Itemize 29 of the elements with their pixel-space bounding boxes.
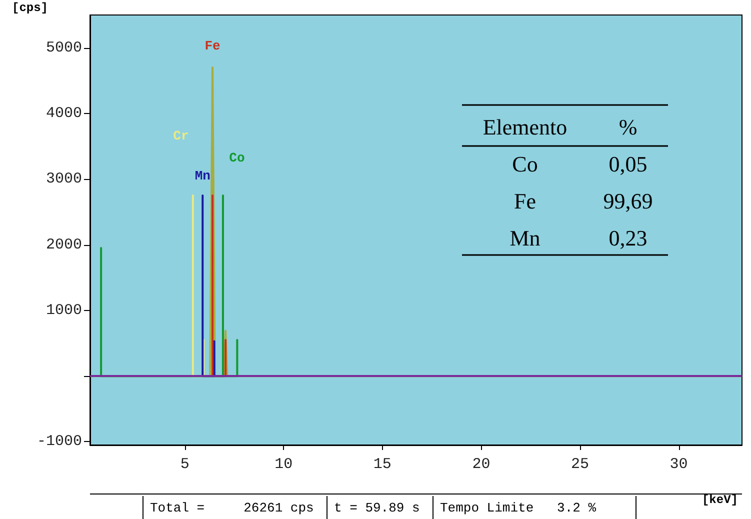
text: Total = 26261 cps [150,500,314,516]
text: t = 59.89 s [334,500,420,516]
text: Co [229,150,245,166]
y-tick-label: 2000 [46,236,82,254]
annotation: 0,05 [608,152,648,176]
x-tick-label: 20 [472,456,490,473]
x-tick-label: 25 [570,456,589,473]
annotation: % [618,114,638,140]
series-label: Mn [194,168,211,184]
x-tick-label: 15 [373,456,392,473]
y-tick-label: 5000 [46,39,82,56]
x-tick-label: 5 [180,456,190,473]
annotation: 0,23 [608,226,648,250]
annotation: Mn [510,226,540,250]
text: Fe [204,38,220,54]
y-tick-label: 3000 [46,170,82,188]
text: Tempo Limite 3.2 % [440,500,596,516]
y-tick-label: -1000 [36,433,82,450]
y-tick-label: 4000 [46,104,82,122]
text: Cr [173,128,189,144]
annotation: Elemento [482,114,568,140]
annotation: 99,69 [603,188,653,214]
x-axis-title: [keV] [702,493,738,507]
x-tick-label: 30 [670,456,688,473]
annotation: Fe [514,188,536,214]
annotation: Co [512,152,538,176]
x-tick-label: 10 [274,456,293,473]
y-axis-title: [cps] [12,1,48,15]
y-tick-label: 1000 [46,302,82,319]
